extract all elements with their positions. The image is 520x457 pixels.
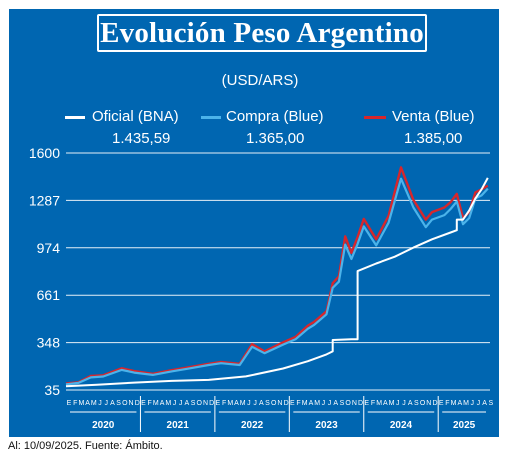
y-tick-label: 348	[37, 335, 61, 351]
month-tick-label: A	[408, 400, 413, 407]
month-tick-label: E	[216, 400, 221, 407]
month-tick-label: A	[309, 400, 314, 407]
year-tick-label: 2023	[315, 420, 338, 431]
series-line-compra-blue	[65, 177, 489, 386]
month-tick-label: E	[439, 400, 444, 407]
month-tick-label: J	[253, 400, 257, 407]
month-tick-label: M	[165, 400, 171, 407]
month-tick-label: A	[160, 400, 165, 407]
month-tick-label: M	[153, 400, 159, 407]
month-tick-label: J	[247, 400, 251, 407]
month-tick-label: O	[122, 400, 128, 407]
year-tick-label: 2025	[453, 420, 476, 431]
y-tick-label: 974	[37, 240, 61, 256]
month-tick-label: N	[426, 400, 431, 407]
month-tick-label: M	[463, 400, 469, 407]
month-tick-label: D	[284, 400, 289, 407]
month-tick-label: J	[396, 400, 400, 407]
year-tick-label: 2021	[167, 420, 190, 431]
month-tick-label: M	[91, 400, 97, 407]
chart-subtitle: (USD/ARS)	[221, 72, 299, 89]
month-tick-label: M	[451, 400, 457, 407]
month-tick-label: J	[322, 400, 326, 407]
month-tick-label: J	[402, 400, 406, 407]
month-tick-label: A	[383, 400, 388, 407]
month-tick-label: S	[488, 400, 493, 407]
month-tick-label: N	[277, 400, 282, 407]
legend-value-venta: 1.385,00	[404, 130, 463, 147]
y-tick-label: 35	[44, 382, 60, 398]
month-tick-label: D	[135, 400, 140, 407]
month-tick-label: N	[129, 400, 134, 407]
month-tick-label: O	[197, 400, 203, 407]
legend-label-compra: Compra (Blue)	[226, 108, 324, 125]
month-tick-label: J	[477, 400, 481, 407]
month-tick-label: J	[179, 400, 183, 407]
month-tick-label: F	[296, 400, 300, 407]
month-tick-label: A	[234, 400, 239, 407]
month-tick-label: A	[185, 400, 190, 407]
month-tick-label: A	[482, 400, 487, 407]
month-tick-label: S	[414, 400, 419, 407]
month-tick-label: F	[445, 400, 449, 407]
month-tick-label: M	[227, 400, 233, 407]
month-tick-label: S	[265, 400, 270, 407]
y-tick-label: 1287	[29, 192, 60, 208]
month-tick-label: J	[98, 400, 102, 407]
month-tick-label: A	[85, 400, 90, 407]
month-tick-label: M	[376, 400, 382, 407]
year-tick-label: 2022	[241, 420, 264, 431]
month-tick-label: E	[364, 400, 369, 407]
month-tick-label: D	[432, 400, 437, 407]
series-line-oficial-bna	[65, 177, 489, 388]
month-tick-label: A	[259, 400, 264, 407]
month-tick-label: M	[78, 400, 84, 407]
month-tick-label: E	[67, 400, 72, 407]
month-tick-label: A	[457, 400, 462, 407]
month-tick-label: J	[328, 400, 332, 407]
series-line-venta-blue	[65, 166, 489, 385]
month-tick-label: D	[358, 400, 363, 407]
legend-label-oficial: Oficial (BNA)	[92, 108, 179, 125]
source-footnote: Al: 10/09/2025. Fuente: Ámbito.	[8, 440, 163, 452]
month-tick-label: M	[302, 400, 308, 407]
month-tick-label: F	[371, 400, 375, 407]
month-tick-label: J	[470, 400, 474, 407]
chart-title: Evolución Peso Argentino	[100, 16, 424, 49]
year-tick-label: 2024	[390, 420, 413, 431]
month-tick-label: A	[333, 400, 338, 407]
month-tick-label: F	[148, 400, 152, 407]
month-tick-label: S	[116, 400, 121, 407]
month-tick-label: N	[203, 400, 208, 407]
month-tick-label: O	[271, 400, 277, 407]
month-tick-label: D	[209, 400, 214, 407]
month-tick-label: J	[173, 400, 177, 407]
legend-label-venta: Venta (Blue)	[392, 108, 475, 125]
month-tick-label: S	[340, 400, 345, 407]
month-tick-label: S	[191, 400, 196, 407]
chart-card	[9, 9, 499, 437]
legend-swatch-compra	[201, 116, 221, 119]
month-tick-label: F	[222, 400, 226, 407]
year-tick-label: 2020	[92, 420, 115, 431]
month-tick-label: M	[389, 400, 395, 407]
month-tick-label: J	[104, 400, 108, 407]
month-tick-label: N	[352, 400, 357, 407]
month-tick-label: E	[290, 400, 295, 407]
legend-swatch-oficial	[65, 116, 85, 119]
month-tick-label: E	[141, 400, 146, 407]
month-tick-label: O	[345, 400, 351, 407]
legend-value-oficial: 1.435,59	[112, 130, 171, 147]
legend-swatch-venta	[364, 116, 386, 119]
y-tick-label: 1600	[29, 145, 60, 161]
month-tick-label: A	[110, 400, 115, 407]
month-tick-label: M	[240, 400, 246, 407]
y-tick-label: 661	[37, 287, 61, 303]
legend-value-compra: 1.365,00	[246, 130, 305, 147]
month-tick-label: M	[314, 400, 320, 407]
month-tick-label: F	[73, 400, 77, 407]
title-box: Evolución Peso Argentino	[97, 14, 427, 52]
month-tick-label: O	[420, 400, 426, 407]
